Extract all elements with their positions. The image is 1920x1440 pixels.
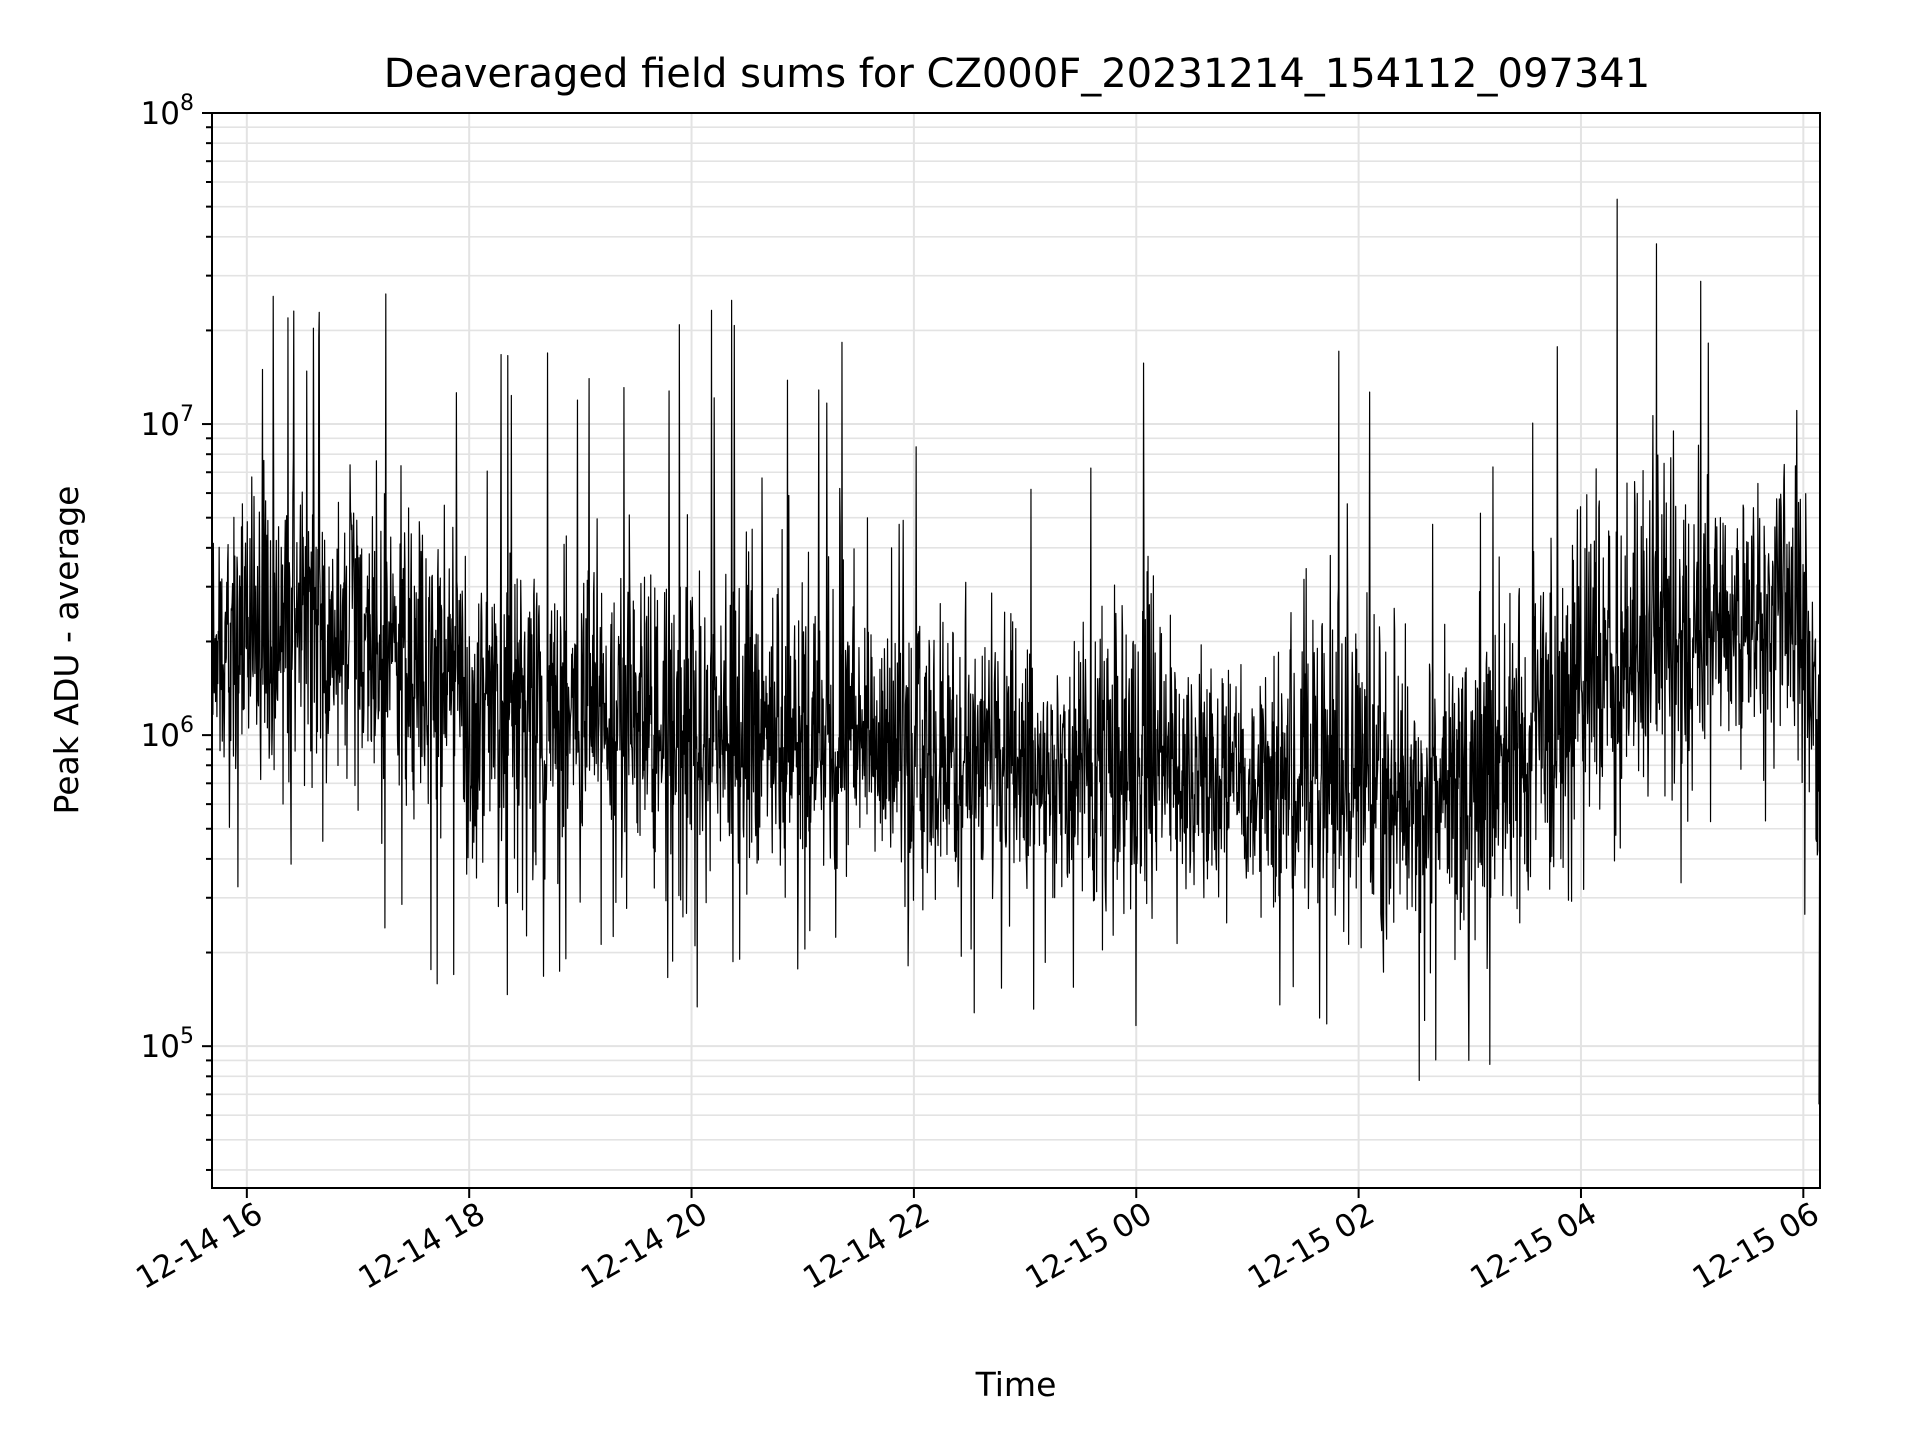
y-tick-label: 107 [141, 402, 194, 443]
plot-frame [211, 112, 1821, 1189]
series-layer [211, 198, 1821, 1105]
y-axis-title: Peak ADU - average [47, 486, 86, 815]
y-tick-label: 108 [141, 91, 194, 132]
series-line [211, 198, 1821, 1105]
x-axis-title: Time [975, 1365, 1057, 1404]
chart-title: Deaveraged field sums for CZ000F_2023121… [384, 51, 1650, 97]
y-tick-label: 106 [141, 713, 194, 754]
y-tick-label: 105 [141, 1024, 194, 1065]
y-axis: 105 106 107 108 [141, 91, 212, 1171]
